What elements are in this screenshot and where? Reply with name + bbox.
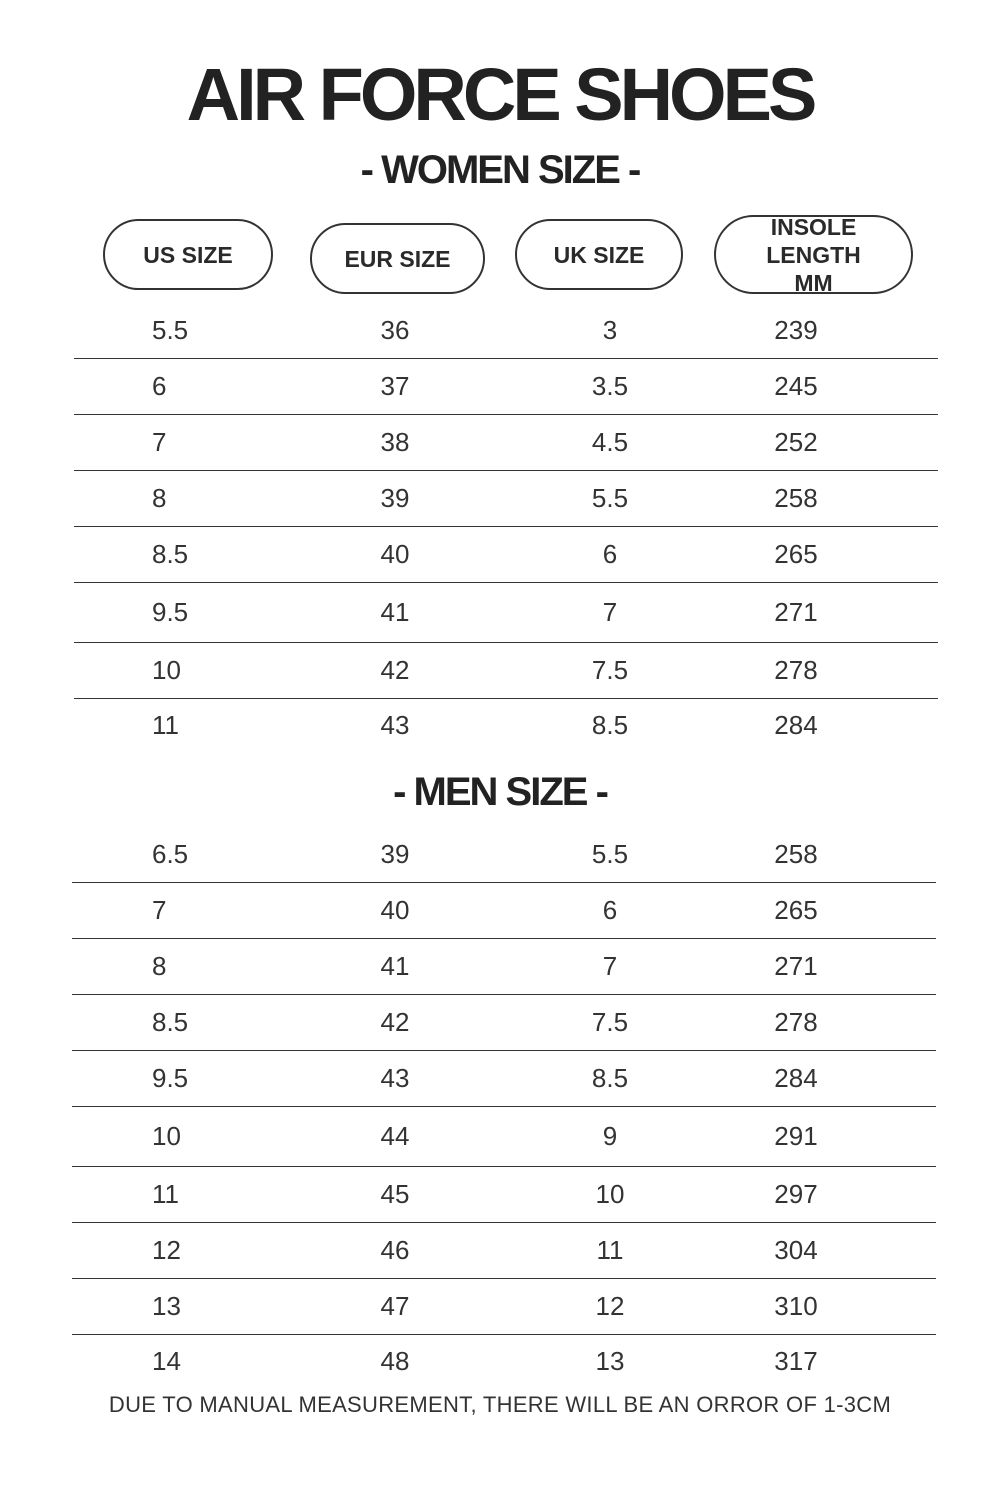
us-size-cell: 8.5 xyxy=(152,1006,189,1037)
us-size-cell: 8 xyxy=(152,482,167,513)
table-row: 7 38 4.5 252 xyxy=(74,414,938,471)
table-row: 14 48 13 317 xyxy=(72,1334,936,1388)
uk-size-cell: 12 xyxy=(595,1290,625,1321)
uk-size-cell: 3.5 xyxy=(591,370,629,401)
table-row: 6.5 39 5.5 258 xyxy=(72,826,936,883)
table-row: 7 40 6 265 xyxy=(72,882,936,939)
eur-size-cell: 39 xyxy=(380,838,410,869)
eur-size-cell: 40 xyxy=(380,538,410,569)
header-uk-size: UK SIZE xyxy=(515,219,683,290)
us-size-cell: 14 xyxy=(152,1345,181,1376)
table-row: 6 37 3.5 245 xyxy=(74,358,938,415)
eur-size-cell: 36 xyxy=(380,314,410,345)
us-size-cell: 9.5 xyxy=(152,596,189,627)
insole-length-cell: 297 xyxy=(774,1178,818,1209)
us-size-cell: 10 xyxy=(152,654,181,685)
header-eur-size: EUR SIZE xyxy=(310,223,485,294)
uk-size-cell: 7 xyxy=(602,596,618,627)
insole-length-cell: 304 xyxy=(774,1234,818,1265)
table-row: 8 39 5.5 258 xyxy=(74,470,938,527)
uk-size-cell: 8.5 xyxy=(591,709,629,740)
table-row: 13 47 12 310 xyxy=(72,1278,936,1335)
insole-length-cell: 271 xyxy=(774,950,818,981)
us-size-cell: 7 xyxy=(152,894,167,925)
eur-size-cell: 45 xyxy=(380,1178,410,1209)
us-size-cell: 11 xyxy=(152,709,179,740)
table-row: 8.5 42 7.5 278 xyxy=(72,994,936,1051)
insole-length-cell: 278 xyxy=(774,654,818,685)
us-size-cell: 7 xyxy=(152,426,167,457)
insole-length-cell: 239 xyxy=(774,314,818,345)
uk-size-cell: 5.5 xyxy=(591,838,629,869)
insole-length-cell: 245 xyxy=(774,370,818,401)
eur-size-cell: 39 xyxy=(380,482,410,513)
uk-size-cell: 7.5 xyxy=(591,654,629,685)
eur-size-cell: 37 xyxy=(380,370,410,401)
insole-length-cell: 284 xyxy=(774,1062,818,1093)
table-row: 8 41 7 271 xyxy=(72,938,936,995)
table-row: 9.5 43 8.5 284 xyxy=(72,1050,936,1107)
insole-length-cell: 265 xyxy=(774,894,818,925)
header-us-size: US SIZE xyxy=(103,219,273,290)
insole-length-cell: 258 xyxy=(774,838,818,869)
eur-size-cell: 40 xyxy=(380,894,410,925)
us-size-cell: 13 xyxy=(152,1290,181,1321)
us-size-cell: 5.5 xyxy=(152,314,189,345)
insole-length-cell: 258 xyxy=(774,482,818,513)
eur-size-cell: 46 xyxy=(380,1234,410,1265)
women-size-heading: - WOMEN SIZE - xyxy=(360,148,642,192)
uk-size-cell: 13 xyxy=(595,1345,625,1376)
uk-size-cell: 8.5 xyxy=(591,1062,629,1093)
us-size-cell: 11 xyxy=(152,1178,179,1209)
insole-length-cell: 271 xyxy=(774,596,818,627)
eur-size-cell: 43 xyxy=(380,1062,410,1093)
page-title: AIR FORCE SHOES xyxy=(186,53,818,136)
eur-size-cell: 38 xyxy=(380,426,410,457)
table-row: 5.5 36 3 239 xyxy=(74,302,938,359)
eur-size-cell: 42 xyxy=(380,1006,410,1037)
table-row: 10 44 9 291 xyxy=(72,1106,936,1167)
men-size-heading: - MEN SIZE - xyxy=(393,770,609,814)
table-row: 9.5 41 7 271 xyxy=(74,582,938,643)
eur-size-cell: 48 xyxy=(380,1345,410,1376)
uk-size-cell: 5.5 xyxy=(591,482,629,513)
us-size-cell: 6 xyxy=(152,370,167,401)
uk-size-cell: 10 xyxy=(595,1178,625,1209)
table-row: 8.5 40 6 265 xyxy=(74,526,938,583)
us-size-cell: 8.5 xyxy=(152,538,189,569)
uk-size-cell: 3 xyxy=(602,314,618,345)
uk-size-cell: 7 xyxy=(602,950,618,981)
insole-length-cell: 284 xyxy=(774,709,818,740)
insole-length-cell: 252 xyxy=(774,426,818,457)
header-insole-length: INSOLE LENGTH MM xyxy=(714,214,913,296)
insole-length-cell: 317 xyxy=(774,1345,818,1376)
uk-size-cell: 9 xyxy=(602,1120,618,1151)
table-row: 11 43 8.5 284 xyxy=(74,698,938,752)
uk-size-cell: 7.5 xyxy=(591,1006,629,1037)
table-row: 11 45 10 297 xyxy=(72,1166,936,1223)
eur-size-cell: 42 xyxy=(380,654,410,685)
us-size-cell: 10 xyxy=(152,1120,181,1151)
uk-size-cell: 6 xyxy=(602,538,618,569)
table-row: 12 46 11 304 xyxy=(72,1222,936,1279)
uk-size-cell: 11 xyxy=(596,1234,624,1265)
us-size-cell: 12 xyxy=(152,1234,181,1265)
eur-size-cell: 44 xyxy=(380,1120,410,1151)
insole-length-cell: 291 xyxy=(774,1120,818,1151)
table-row: 10 42 7.5 278 xyxy=(74,642,938,699)
eur-size-cell: 47 xyxy=(380,1290,410,1321)
insole-length-cell: 265 xyxy=(774,538,818,569)
measurement-disclaimer: DUE TO MANUAL MEASUREMENT, THERE WILL BE… xyxy=(108,1392,892,1417)
us-size-cell: 6.5 xyxy=(152,838,189,869)
uk-size-cell: 4.5 xyxy=(591,426,629,457)
us-size-cell: 9.5 xyxy=(152,1062,189,1093)
insole-length-cell: 278 xyxy=(774,1006,818,1037)
insole-length-cell: 310 xyxy=(774,1290,818,1321)
eur-size-cell: 43 xyxy=(380,709,410,740)
eur-size-cell: 41 xyxy=(380,950,410,981)
uk-size-cell: 6 xyxy=(602,894,618,925)
us-size-cell: 8 xyxy=(152,950,167,981)
eur-size-cell: 41 xyxy=(380,596,410,627)
